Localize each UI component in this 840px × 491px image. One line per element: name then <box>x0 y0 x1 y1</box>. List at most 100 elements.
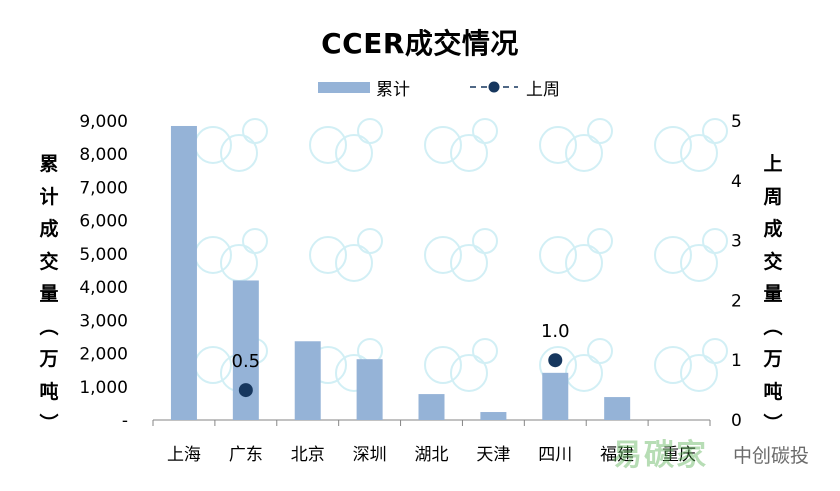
bar <box>170 125 197 420</box>
y-tick-label-right: 2 <box>731 291 742 311</box>
legend-label-cumulative: 累计 <box>376 79 410 100</box>
tick-labels: - 1,000 2,000 3,000 4,000 5,000 6,000 7,000 8,00… <box>79 112 742 465</box>
legend-label-last-week: 上周 <box>526 79 560 100</box>
watermark-ring <box>702 228 728 254</box>
watermark-logo <box>424 228 498 282</box>
watermark-ring <box>194 126 232 164</box>
x-tick-label: 天津 <box>476 445 510 465</box>
y-tick-label-left: 5,000 <box>79 245 128 265</box>
watermark-ring <box>539 126 577 164</box>
y-tick-label-left: 9,000 <box>79 112 128 132</box>
data-point <box>548 353 563 368</box>
x-tick-label: 北京 <box>291 445 325 465</box>
watermark-brand: 易碳家 <box>612 438 708 473</box>
watermark-layer <box>194 118 728 392</box>
watermark-ring <box>335 134 373 172</box>
x-tick-label: 湖北 <box>415 445 449 465</box>
y-axis-title-right: 上周成交量 ︵ 万吨 ︶ <box>763 153 783 435</box>
bar <box>294 341 321 420</box>
x-tick-label: 重庆 <box>662 445 696 465</box>
watermark-ring <box>654 126 692 164</box>
watermark-source: 中创碳投 <box>733 445 810 467</box>
watermark-logo <box>424 118 498 172</box>
watermark-ring <box>472 338 498 364</box>
data-label: 1.0 <box>541 321 570 342</box>
x-tick-label: 四川 <box>538 445 572 465</box>
watermark-ring <box>654 236 692 274</box>
watermark-ring <box>424 346 462 384</box>
watermark-logo <box>194 228 268 282</box>
y-tick-label-left: 8,000 <box>79 145 128 165</box>
y-tick-label-right: 0 <box>731 411 742 431</box>
legend-bar-swatch <box>318 81 370 93</box>
y-tick-label-right: 5 <box>731 112 742 132</box>
x-tick-label: 深圳 <box>353 445 387 465</box>
watermark-logo <box>654 338 728 392</box>
watermark-ring <box>242 118 268 144</box>
watermark-logo <box>424 338 498 392</box>
y-tick-label-left: 3,000 <box>79 311 128 331</box>
watermark-ring <box>680 354 718 392</box>
y-axis-title-left: 累计成交量 ︵ 万吨 ︶ <box>39 153 59 435</box>
watermark-ring <box>335 244 373 282</box>
watermark-ring <box>587 338 613 364</box>
watermark-ring <box>424 126 462 164</box>
data-point <box>238 383 253 398</box>
x-tick-label: 广东 <box>229 445 263 465</box>
watermark-logo <box>309 228 383 282</box>
watermark-ring <box>702 338 728 364</box>
watermark-ring <box>357 228 383 254</box>
bar <box>480 412 507 420</box>
watermark-ring <box>220 244 258 282</box>
watermark-ring <box>680 134 718 172</box>
bar <box>356 359 383 420</box>
y-tick-label-right: 3 <box>731 232 742 252</box>
y-tick-label-left: 6,000 <box>79 212 128 232</box>
watermark-logo <box>539 118 613 172</box>
legend-line-swatch <box>470 81 518 93</box>
watermark-ring <box>587 228 613 254</box>
watermark-ring <box>702 118 728 144</box>
watermark-logo <box>539 228 613 282</box>
watermark-ring <box>654 346 692 384</box>
watermark-ring <box>309 126 347 164</box>
y-tick-label-right: 1 <box>731 351 742 371</box>
point-series: 0.5 1.0 <box>232 321 570 398</box>
y-tick-label-left: 7,000 <box>79 178 128 198</box>
watermark-ring <box>424 236 462 274</box>
bar <box>604 397 631 420</box>
x-tick-label: 上海 <box>167 445 201 465</box>
watermark-ring <box>565 134 603 172</box>
watermark-ring <box>357 118 383 144</box>
watermark-ring <box>587 118 613 144</box>
axes <box>152 419 711 426</box>
watermark-ring <box>309 236 347 274</box>
y-tick-label-left: 4,000 <box>79 278 128 298</box>
watermark-ring <box>450 354 488 392</box>
watermark-ring <box>565 354 603 392</box>
legend: 累计 上周 <box>318 75 618 100</box>
watermark-ring <box>242 228 268 254</box>
watermark-ring <box>472 228 498 254</box>
data-label: 0.5 <box>232 351 261 372</box>
y-tick-label-right: 4 <box>731 172 742 192</box>
watermark-logo <box>654 118 728 172</box>
watermark-logo <box>309 118 383 172</box>
watermark-ring <box>539 236 577 274</box>
watermark-logo <box>654 228 728 282</box>
bar <box>418 394 445 420</box>
watermark-ring <box>565 244 603 282</box>
bar-series <box>170 125 631 420</box>
legend-item-last-week: 上周 <box>468 75 560 100</box>
bar <box>542 372 569 420</box>
chart-title: CCER成交情况 <box>321 27 519 60</box>
watermark-ring <box>472 118 498 144</box>
y-tick-label-left: 1,000 <box>79 378 128 398</box>
watermark-ring <box>220 134 258 172</box>
watermark-ring <box>194 236 232 274</box>
x-tick-label: 福建 <box>600 445 634 465</box>
y-tick-label-left: - <box>122 411 128 431</box>
legend-item-cumulative: 累计 <box>318 75 410 100</box>
